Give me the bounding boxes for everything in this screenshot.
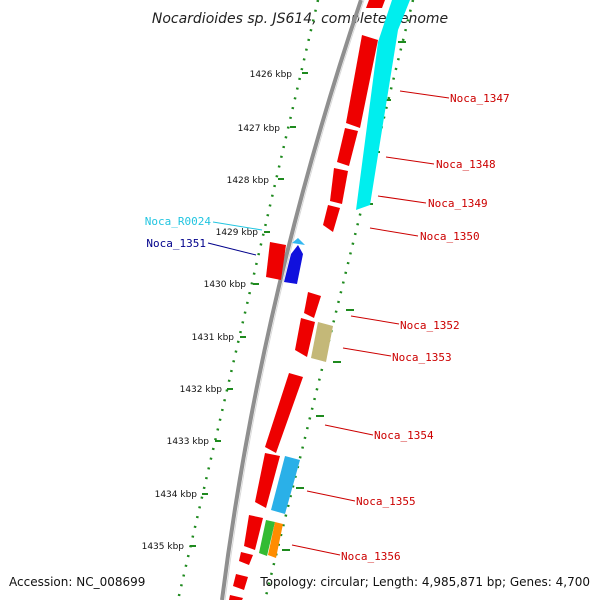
inner-ring-ticks	[282, 41, 406, 551]
map-title: Nocardioides sp. JS614, complete genome	[152, 11, 448, 27]
gene-label-noca-1353[interactable]: Noca_1353	[392, 351, 452, 364]
gene-feature-small-3[interactable]	[229, 595, 243, 600]
gene-feature-noca-1352[interactable]	[295, 318, 315, 357]
gene-feature-noca-1355-red[interactable]	[255, 453, 280, 508]
genome-backbone	[220, 0, 363, 600]
label-leaders	[207, 90, 450, 556]
genome-summary-text: Topology: circular; Length: 4,985,871 bp…	[259, 575, 590, 589]
tick-label: 1433 kbp	[167, 437, 210, 447]
tick-label: 1430 kbp	[204, 280, 247, 290]
gene-labels: Noca_1347 Noca_1348 Noca_1349 Noca_1350 …	[145, 92, 510, 563]
gene-feature-noca-1354[interactable]	[265, 373, 303, 453]
rna-band-feature[interactable]	[356, 0, 410, 210]
gene-feature-noca-1349[interactable]	[330, 168, 348, 204]
tick-label: 1432 kbp	[180, 385, 223, 395]
gene-label-noca-1356[interactable]: Noca_1356	[341, 550, 401, 563]
accession-text: Accession: NC_008699	[9, 575, 145, 589]
tick-label: 1434 kbp	[155, 490, 198, 500]
gene-feature-noca-1351[interactable]	[284, 245, 303, 284]
gene-label-noca-1348[interactable]: Noca_1348	[436, 158, 496, 171]
tick-group: 1426 kbp 1427 kbp 1428 kbp 1429 kbp 1430…	[142, 70, 308, 552]
gene-label-noca-1347[interactable]: Noca_1347	[450, 92, 510, 105]
tick-label: 1429 kbp	[216, 228, 259, 238]
tick-label: 1428 kbp	[227, 176, 270, 186]
gene-feature-noca-1352a[interactable]	[304, 292, 321, 318]
gene-label-noca-1352[interactable]: Noca_1352	[400, 319, 460, 332]
gene-label-noca-1349[interactable]: Noca_1349	[428, 197, 488, 210]
gene-label-noca-r0024[interactable]: Noca_R0024	[145, 215, 212, 228]
tick-label: 1431 kbp	[192, 333, 235, 343]
gene-feature-noca-1351-red[interactable]	[266, 242, 286, 280]
inner-feature-ring	[263, 0, 415, 600]
tick-label: 1435 kbp	[142, 542, 185, 552]
gene-label-noca-1354[interactable]: Noca_1354	[374, 429, 434, 442]
backbone-highlight	[224, 0, 365, 600]
gene-feature-noca-1353[interactable]	[311, 322, 333, 362]
gene-feature-noca-1356-red[interactable]	[244, 515, 263, 550]
tick-label: 1426 kbp	[250, 70, 293, 80]
gene-label-noca-1351[interactable]: Noca_1351	[146, 237, 206, 250]
gene-feature-small-2[interactable]	[233, 574, 248, 590]
rna-feature-noca-r0024[interactable]	[292, 238, 305, 245]
gene-feature-noca-1348[interactable]	[337, 128, 358, 166]
tick-label: 1427 kbp	[238, 124, 281, 134]
cds-track	[229, 0, 385, 600]
gene-feature-green[interactable]	[259, 520, 275, 556]
gene-label-noca-1350[interactable]: Noca_1350	[420, 230, 480, 243]
gene-feature-noca-1350[interactable]	[323, 205, 340, 232]
gene-label-noca-1355[interactable]: Noca_1355	[356, 495, 416, 508]
outer-tick-ring	[176, 0, 320, 600]
gene-feature-noca-1355[interactable]	[271, 456, 300, 514]
gene-feature-small[interactable]	[239, 552, 253, 565]
gene-feature-noca-1356[interactable]	[268, 522, 283, 558]
gene-feature-noca-1346[interactable]	[366, 0, 385, 8]
gene-feature-noca-1347[interactable]	[346, 35, 378, 128]
